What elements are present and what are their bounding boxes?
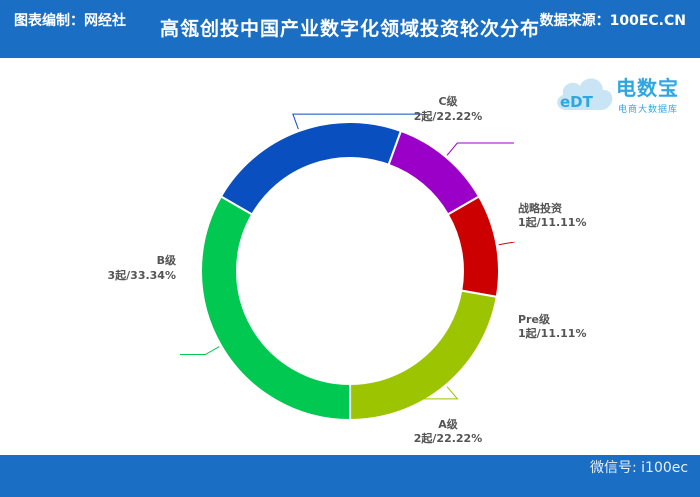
- slice-value-label: 1起/11.11%: [518, 215, 587, 229]
- donut-slice: [200, 195, 352, 422]
- footer-bar: [0, 455, 700, 497]
- logo-tagline: 电商大数据库: [618, 105, 679, 115]
- leader-line: [498, 241, 515, 246]
- slice-name-label: B级: [157, 253, 177, 267]
- donut-slices: [200, 121, 500, 422]
- slice-value-label: 2起/22.22%: [414, 431, 483, 445]
- slice-name-label: A级: [438, 417, 459, 431]
- footer-source: 数据来源：100EC.CN: [539, 13, 686, 29]
- slice-name-label: C级: [438, 94, 458, 108]
- page-title: 高瓴创投中国产业数字化领域投资轮次分布: [159, 18, 540, 40]
- leader-line: [416, 386, 459, 400]
- donut-slice: [349, 289, 498, 422]
- slice-value-label: 3起/33.34%: [108, 268, 177, 282]
- donut-slice: [219, 121, 403, 216]
- leader-line: [446, 142, 514, 156]
- cloud-logo-icon: eDT: [557, 78, 613, 111]
- header-bar: [0, 0, 700, 58]
- slice-name-label: Pre级: [518, 312, 551, 326]
- leader-line: [180, 346, 220, 356]
- slice-name-label: 战略投资: [518, 201, 562, 215]
- donut-slice: [446, 195, 500, 298]
- slice-value-label: 1起/11.11%: [518, 326, 587, 340]
- leader-line: [292, 113, 422, 130]
- slice-value-label: 2起/22.22%: [414, 109, 483, 123]
- logo-mark: eDT: [560, 93, 594, 111]
- wechat-watermark: 微信号: i100ec: [590, 460, 689, 476]
- slice-labels: C级2起/22.22%战略投资1起/11.11%Pre级1起/11.11%A级2…: [108, 94, 587, 445]
- footer-credit: 图表编制：网经社: [14, 13, 126, 29]
- logo-brand-text: 电数宝: [616, 76, 679, 100]
- brand-logo: eDT 电数宝 电商大数据库: [552, 66, 692, 124]
